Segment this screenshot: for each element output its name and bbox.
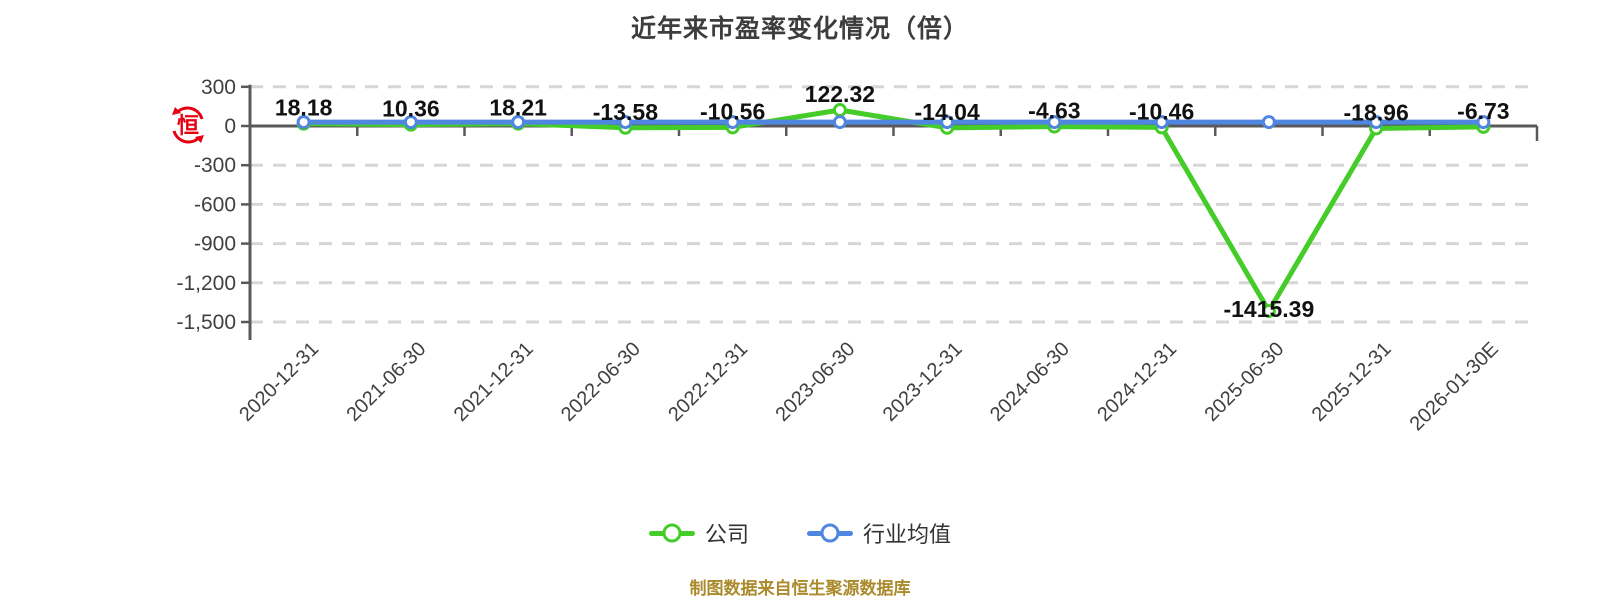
svg-text:-1,200: -1,200 bbox=[176, 272, 236, 295]
svg-text:-18.96: -18.96 bbox=[1344, 99, 1409, 125]
svg-text:2021-12-31: 2021-12-31 bbox=[450, 338, 538, 426]
svg-text:-4.63: -4.63 bbox=[1028, 98, 1080, 124]
svg-text:122.32: 122.32 bbox=[805, 81, 875, 107]
svg-text:-900: -900 bbox=[194, 233, 236, 256]
hundsun-logo-icon: 恒 bbox=[167, 104, 209, 146]
legend-item-company[interactable]: 公司 bbox=[648, 517, 749, 549]
industry-series-swatch bbox=[807, 523, 853, 543]
svg-text:18.18: 18.18 bbox=[275, 95, 333, 121]
data-source-note: 制图数据来自恒生聚源数据库 bbox=[689, 579, 911, 598]
svg-text:2022-06-30: 2022-06-30 bbox=[557, 338, 645, 426]
svg-text:-300: -300 bbox=[194, 154, 236, 177]
company-series-swatch bbox=[648, 523, 695, 543]
svg-text:10.36: 10.36 bbox=[382, 96, 440, 122]
chart-legend: 公司 行业均值 bbox=[0, 517, 1600, 549]
svg-text:-10.46: -10.46 bbox=[1129, 98, 1194, 124]
legend-label-industry-average: 行业均值 bbox=[863, 522, 952, 547]
svg-text:18.21: 18.21 bbox=[489, 95, 547, 121]
svg-text:-1415.39: -1415.39 bbox=[1223, 296, 1314, 322]
svg-text:-13.58: -13.58 bbox=[593, 99, 658, 125]
svg-text:2020-12-31: 2020-12-31 bbox=[235, 338, 323, 426]
legend-item-industry-average[interactable]: 行业均值 bbox=[807, 517, 951, 549]
svg-text:2023-12-31: 2023-12-31 bbox=[879, 338, 967, 426]
svg-text:2025-06-30: 2025-06-30 bbox=[1201, 338, 1289, 426]
svg-text:0: 0 bbox=[224, 115, 236, 138]
chart-title: 近年来市盈率变化情况（倍） bbox=[630, 15, 969, 43]
svg-text:-6.73: -6.73 bbox=[1457, 98, 1509, 124]
svg-text:2021-06-30: 2021-06-30 bbox=[343, 338, 431, 426]
svg-text:-10.56: -10.56 bbox=[700, 98, 765, 124]
svg-text:2026-01-30E: 2026-01-30E bbox=[1406, 338, 1503, 435]
svg-text:-14.04: -14.04 bbox=[915, 99, 980, 125]
svg-text:2022-12-31: 2022-12-31 bbox=[664, 338, 752, 426]
svg-text:-1,500: -1,500 bbox=[176, 311, 236, 334]
svg-text:300: 300 bbox=[201, 76, 236, 99]
legend-label-company: 公司 bbox=[704, 522, 749, 547]
svg-text:2025-12-31: 2025-12-31 bbox=[1308, 338, 1396, 426]
svg-text:2023-06-30: 2023-06-30 bbox=[772, 338, 860, 426]
svg-text:2024-06-30: 2024-06-30 bbox=[986, 338, 1074, 426]
svg-text:2024-12-31: 2024-12-31 bbox=[1093, 338, 1181, 426]
logo-character: 恒 bbox=[177, 113, 199, 138]
svg-text:-600: -600 bbox=[194, 193, 236, 216]
